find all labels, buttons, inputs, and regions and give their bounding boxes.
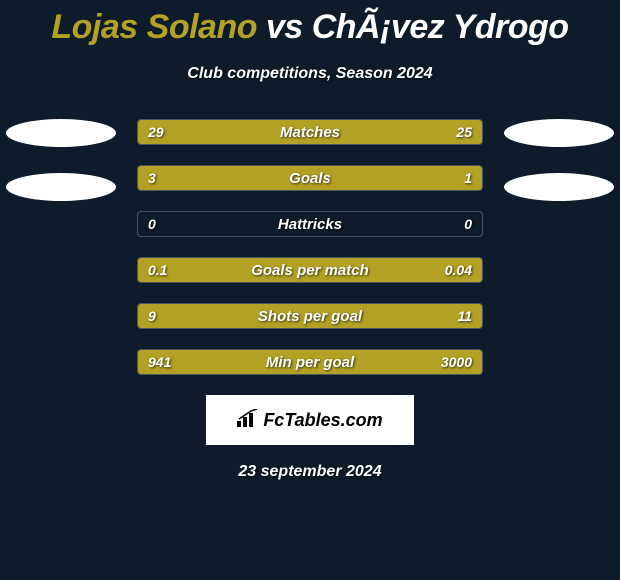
stat-label: Shots per goal xyxy=(138,304,482,328)
player2-avatar-placeholder xyxy=(504,119,614,147)
stat-label: Hattricks xyxy=(138,212,482,236)
player1-avatar-placeholder xyxy=(6,119,116,147)
stat-label: Goals per match xyxy=(138,258,482,282)
brand-box[interactable]: FcTables.com xyxy=(206,395,414,445)
brand-text: FcTables.com xyxy=(263,410,382,431)
stat-value-right: 25 xyxy=(456,120,472,144)
vs-text: vs xyxy=(266,8,303,46)
stat-bars-container: 29 Matches 25 3 Goals 1 0 Hattricks 0 0.… xyxy=(137,119,483,375)
comparison-title: Lojas Solano vs ChÃ¡vez Ydrogo xyxy=(0,0,620,47)
stat-row-goals: 3 Goals 1 xyxy=(137,165,483,191)
stat-label: Matches xyxy=(138,120,482,144)
stat-value-right: 1 xyxy=(464,166,472,190)
subtitle: Club competitions, Season 2024 xyxy=(0,65,620,83)
stat-row-shots-per-goal: 9 Shots per goal 11 xyxy=(137,303,483,329)
stats-content: 29 Matches 25 3 Goals 1 0 Hattricks 0 0.… xyxy=(0,119,620,481)
stat-value-right: 0.04 xyxy=(445,258,472,282)
stat-value-right: 0 xyxy=(464,212,472,236)
player2-name: ChÃ¡vez Ydrogo xyxy=(312,8,569,46)
chart-icon xyxy=(237,409,259,432)
player1-flag-placeholder xyxy=(6,173,116,201)
stat-row-min-per-goal: 941 Min per goal 3000 xyxy=(137,349,483,375)
stat-label: Goals xyxy=(138,166,482,190)
player1-name: Lojas Solano xyxy=(51,8,257,46)
player2-flag-placeholder xyxy=(504,173,614,201)
stat-value-right: 11 xyxy=(457,304,472,328)
stat-row-hattricks: 0 Hattricks 0 xyxy=(137,211,483,237)
stat-row-matches: 29 Matches 25 xyxy=(137,119,483,145)
footer-date: 23 september 2024 xyxy=(0,463,620,481)
stat-label: Min per goal xyxy=(138,350,482,374)
stat-row-goals-per-match: 0.1 Goals per match 0.04 xyxy=(137,257,483,283)
stat-value-right: 3000 xyxy=(441,350,472,374)
